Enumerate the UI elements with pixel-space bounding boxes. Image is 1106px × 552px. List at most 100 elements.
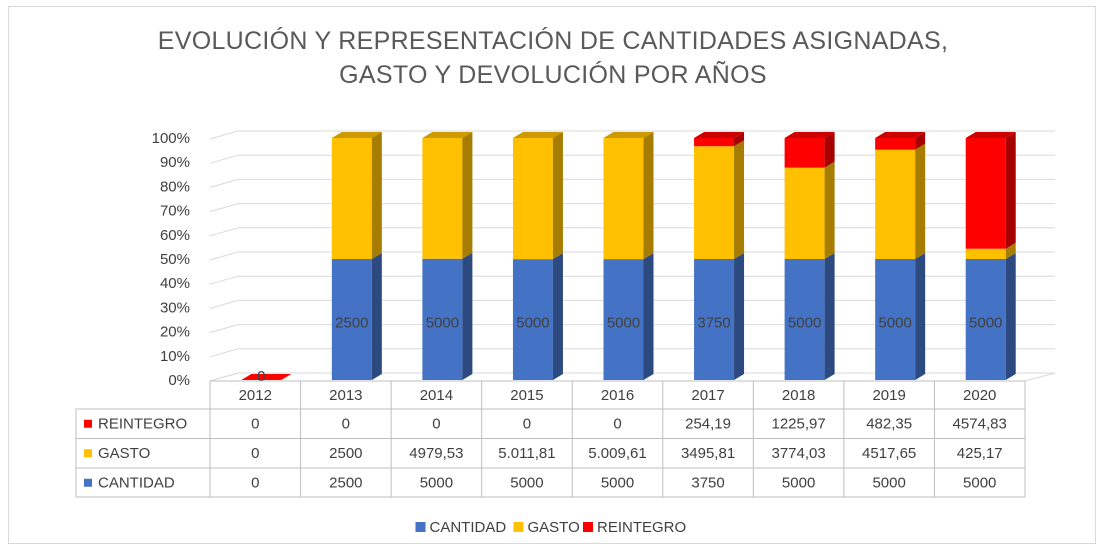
- table-cell: 2500: [329, 445, 362, 462]
- y-tick-label: 20%: [160, 324, 190, 341]
- table-cell: 5.011,81: [498, 445, 555, 462]
- table-legend-key: [84, 419, 92, 428]
- bar-top: [784, 132, 835, 138]
- table-cell: 5000: [510, 475, 543, 492]
- y-tick-label: 90%: [160, 154, 190, 171]
- x-tick-label: 2017: [691, 387, 724, 404]
- x-tick-label: 2014: [420, 387, 453, 404]
- data-label: 5000: [878, 314, 911, 331]
- table-cell: 4574,83: [953, 416, 1007, 433]
- grid-line: [209, 275, 1055, 285]
- bar-side: [371, 132, 382, 259]
- table-cell: 0: [251, 416, 259, 433]
- bar-side: [462, 132, 473, 259]
- bar-segment: [875, 259, 916, 380]
- grid-line: [209, 154, 1055, 164]
- table-cell: 2500: [329, 475, 362, 492]
- bar-side: [915, 132, 926, 150]
- bar-segment: [694, 146, 735, 259]
- bar-top: [422, 132, 473, 138]
- data-label: 5000: [516, 315, 549, 332]
- data-label: 5000: [969, 314, 1002, 331]
- table-cell: 425,17: [957, 445, 1003, 462]
- data-label: 5000: [788, 314, 821, 331]
- bar-top: [603, 132, 654, 138]
- bar-top: [512, 132, 563, 138]
- bar-segment: [784, 259, 825, 380]
- data-label: 3750: [697, 314, 730, 331]
- bar-side: [824, 161, 835, 259]
- legend-key: [583, 522, 593, 532]
- bar-side: [734, 140, 745, 259]
- table-cell: 5000: [420, 475, 453, 492]
- data-label: 5000: [426, 314, 459, 331]
- bar-side: [643, 253, 654, 380]
- bar-side: [552, 253, 563, 380]
- bar-flat: [241, 374, 292, 380]
- y-tick-label: 80%: [160, 178, 190, 195]
- table-cell: 254,19: [685, 416, 731, 433]
- bar-side: [734, 132, 745, 147]
- bar-segment: [512, 259, 553, 380]
- grid-line: [209, 299, 1055, 309]
- table-row-label: CANTIDAD: [98, 475, 175, 492]
- table-cell: 0: [251, 475, 259, 492]
- legend-label: CANTIDAD: [430, 519, 507, 536]
- bar-side: [915, 143, 926, 259]
- bar-side: [824, 253, 835, 380]
- y-tick-label: 40%: [160, 275, 190, 292]
- grid-line: [209, 130, 1055, 140]
- bar-side: [462, 252, 473, 380]
- table-cell: 3750: [691, 475, 724, 492]
- x-tick-label: 2018: [782, 387, 815, 404]
- table-cell: 4517,65: [862, 445, 916, 462]
- bar-top: [331, 132, 382, 138]
- bar-segment: [965, 138, 1006, 249]
- table-row-label: REINTEGRO: [98, 416, 187, 433]
- bar-side: [643, 132, 654, 260]
- bar-top: [875, 132, 926, 138]
- bar-top: [694, 132, 745, 138]
- table-cell: 0: [523, 416, 531, 433]
- y-tick-label: 10%: [160, 348, 190, 365]
- x-tick-label: 2015: [510, 387, 543, 404]
- bar-segment: [694, 259, 735, 380]
- grid-line: [209, 324, 1055, 334]
- table-legend-key: [84, 449, 92, 458]
- bar-side: [1005, 132, 1016, 249]
- table-cell: 5000: [872, 475, 905, 492]
- bar-segment: [875, 138, 916, 150]
- bar-segment: [784, 167, 825, 259]
- legend-label: REINTEGRO: [597, 519, 686, 536]
- bar-side: [915, 253, 926, 380]
- x-tick-label: 2020: [963, 387, 996, 404]
- legend-key: [513, 522, 524, 532]
- bar-segment: [784, 138, 825, 168]
- bar-segment: [331, 138, 372, 259]
- bar-side: [552, 132, 563, 260]
- bar-side: [1005, 253, 1016, 380]
- grid-line: [209, 348, 1055, 358]
- x-tick-label: 2012: [239, 387, 272, 404]
- bar-top: [965, 132, 1016, 138]
- grid-line: [209, 251, 1055, 261]
- bar-side: [734, 253, 745, 380]
- y-tick-label: 50%: [160, 251, 190, 268]
- chart-title: EVOLUCIÓN Y REPRESENTACIÓN DE CANTIDADES…: [157, 27, 949, 89]
- table-cell: 5.009,61: [588, 445, 646, 462]
- table-cell: 482,35: [866, 416, 912, 433]
- table-cell: 3774,03: [771, 445, 825, 462]
- bar-segment: [422, 138, 463, 259]
- grid-line: [209, 372, 1055, 382]
- bar-segment: [694, 138, 735, 147]
- table-cell: 1225,97: [771, 416, 825, 433]
- y-tick-label: 0%: [168, 372, 190, 389]
- y-tick-label: 100%: [152, 130, 190, 147]
- table-cell: 0: [342, 416, 350, 433]
- table-legend-key: [84, 478, 92, 487]
- bar-side: [824, 132, 835, 168]
- grid-line: [209, 227, 1055, 237]
- chart-frame: [8, 6, 1096, 544]
